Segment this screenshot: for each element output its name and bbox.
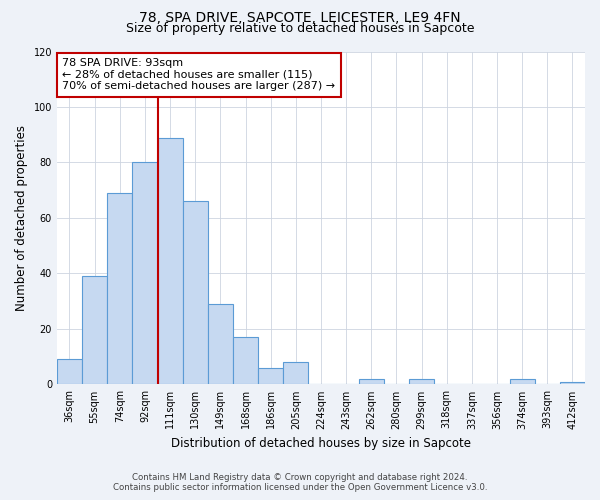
Y-axis label: Number of detached properties: Number of detached properties bbox=[15, 125, 28, 311]
Bar bbox=[133, 162, 158, 384]
Bar bbox=[208, 304, 233, 384]
Bar bbox=[258, 368, 283, 384]
Bar bbox=[560, 382, 585, 384]
Bar bbox=[158, 138, 182, 384]
Bar bbox=[283, 362, 308, 384]
Text: 78, SPA DRIVE, SAPCOTE, LEICESTER, LE9 4FN: 78, SPA DRIVE, SAPCOTE, LEICESTER, LE9 4… bbox=[139, 12, 461, 26]
Text: Contains HM Land Registry data © Crown copyright and database right 2024.
Contai: Contains HM Land Registry data © Crown c… bbox=[113, 473, 487, 492]
Text: Size of property relative to detached houses in Sapcote: Size of property relative to detached ho… bbox=[126, 22, 474, 35]
Bar bbox=[57, 360, 82, 384]
Bar bbox=[82, 276, 107, 384]
Bar bbox=[409, 379, 434, 384]
X-axis label: Distribution of detached houses by size in Sapcote: Distribution of detached houses by size … bbox=[171, 437, 471, 450]
Bar bbox=[359, 379, 384, 384]
Bar bbox=[182, 202, 208, 384]
Bar bbox=[233, 338, 258, 384]
Bar bbox=[107, 193, 133, 384]
Text: 78 SPA DRIVE: 93sqm
← 28% of detached houses are smaller (115)
70% of semi-detac: 78 SPA DRIVE: 93sqm ← 28% of detached ho… bbox=[62, 58, 335, 92]
Bar bbox=[509, 379, 535, 384]
